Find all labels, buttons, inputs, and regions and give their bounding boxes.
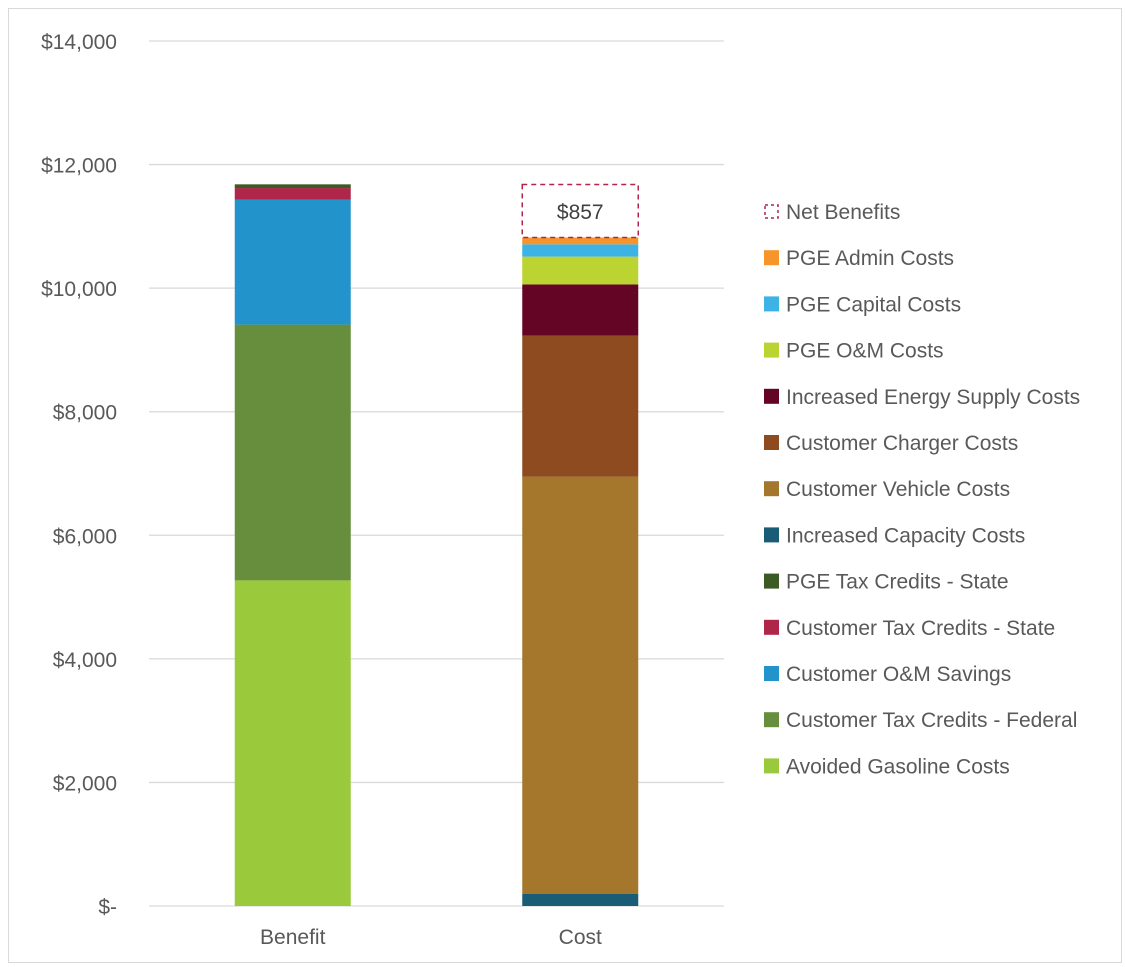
- legend-item-pge-capital-costs: PGE Capital Costs: [764, 293, 961, 316]
- legend-item-increased-energy-supply-costs: Increased Energy Supply Costs: [764, 386, 1080, 409]
- legend-label: PGE Admin Costs: [786, 247, 954, 270]
- legend-swatch: [764, 758, 779, 774]
- legend-swatch: [764, 619, 779, 635]
- legend-swatch: [764, 435, 779, 450]
- legend-swatch: [764, 296, 779, 312]
- legend-label: PGE Tax Credits - State: [786, 571, 1009, 594]
- legend-item-customer-vehicle-costs: Customer Vehicle Costs: [764, 478, 1010, 501]
- y-tick-label: $-: [98, 896, 117, 919]
- chart-frame: $- $2,000 $4,000 $6,000 $8,000 $10,000 $12,000…: [8, 8, 1122, 963]
- bar-segment-cost-net-benefits: [521, 183, 639, 239]
- legend-swatch: [764, 666, 779, 681]
- legend-label: Net Benefits: [786, 201, 900, 224]
- bar-segment-cost-customer-charger-costs: [522, 335, 639, 477]
- net-benefits-value-label: $857: [557, 201, 604, 224]
- bar-segment-cost-increased-capacity-costs: [522, 893, 639, 906]
- bars: [234, 183, 639, 906]
- legend-swatch: [764, 204, 779, 219]
- y-tick-label: $4,000: [53, 649, 117, 672]
- bar-segment-cost-pge-capital-costs: [522, 244, 639, 257]
- legend-swatch: [764, 481, 779, 497]
- legend-label: PGE Capital Costs: [786, 293, 961, 316]
- legend-swatch: [764, 342, 779, 358]
- bar-segment-benefit-customer-tax-credits-federal: [234, 324, 351, 581]
- legend-item-pge-tax-credits-state: PGE Tax Credits - State: [764, 571, 1009, 594]
- legend-item-customer-tax-credits-federal: Customer Tax Credits - Federal: [764, 709, 1077, 732]
- legend-label: Customer Charger Costs: [786, 432, 1018, 455]
- bar-segment-cost-increased-energy-supply-costs: [522, 284, 639, 336]
- legend-item-avoided-gasoline-costs: Avoided Gasoline Costs: [764, 755, 1010, 778]
- stacked-bar-chart: $- $2,000 $4,000 $6,000 $8,000 $10,000 $12,000…: [41, 31, 1080, 949]
- legend-label: Customer Tax Credits - State: [786, 617, 1055, 640]
- y-tick-label: $8,000: [53, 402, 117, 425]
- x-tick-label-benefit: Benefit: [260, 926, 326, 949]
- legend-item-pge-admin-costs: PGE Admin Costs: [764, 247, 954, 270]
- legend-label: Increased Capacity Costs: [786, 524, 1025, 547]
- bar-segment-benefit-customer-tax-credits-state: [234, 188, 351, 200]
- y-tick-label: $14,000: [41, 31, 117, 54]
- legend-swatch: [764, 527, 779, 543]
- annotations: $857: [557, 201, 604, 224]
- x-tick-label-cost: Cost: [559, 926, 602, 949]
- x-axis-ticks: Benefit Cost: [260, 926, 602, 949]
- legend-label: Customer Tax Credits - Federal: [786, 709, 1077, 732]
- bar-segment-cost-customer-vehicle-costs: [522, 476, 639, 894]
- y-tick-label: $2,000: [53, 772, 117, 795]
- legend-swatch: [764, 712, 779, 728]
- legend-item-customer-oandm-savings: Customer O&M Savings: [764, 663, 1011, 686]
- y-axis-ticks: $- $2,000 $4,000 $6,000 $8,000 $10,000 $12,000…: [41, 31, 117, 919]
- legend-label: Avoided Gasoline Costs: [786, 755, 1010, 778]
- legend-swatch: [764, 388, 779, 404]
- bar-segment-cost-pge-admin-costs: [522, 237, 639, 245]
- legend-item-customer-charger-costs: Customer Charger Costs: [764, 432, 1018, 455]
- y-tick-label: $6,000: [53, 525, 117, 548]
- legend-item-customer-tax-credits-state: Customer Tax Credits - State: [764, 617, 1055, 640]
- bar-segment-benefit-pge-tax-credits-state: [234, 184, 351, 189]
- legend: Net Benefits PGE Admin Costs PGE Capital C…: [764, 201, 1080, 778]
- legend-label: Customer Vehicle Costs: [786, 478, 1010, 501]
- legend-item-net-benefits: Net Benefits: [764, 201, 900, 224]
- legend-item-increased-capacity-costs: Increased Capacity Costs: [764, 524, 1025, 547]
- legend-label: Increased Energy Supply Costs: [786, 386, 1080, 409]
- legend-item-pge-oandm-costs: PGE O&M Costs: [764, 340, 944, 363]
- legend-swatch: [764, 250, 779, 266]
- legend-label: Customer O&M Savings: [786, 663, 1011, 686]
- bar-segment-benefit-customer-oandm-savings: [234, 199, 351, 325]
- bar-segment-benefit-avoided-gasoline-costs: [234, 580, 351, 906]
- y-tick-label: $10,000: [41, 278, 117, 301]
- legend-swatch: [764, 573, 779, 589]
- bar-segment-cost-pge-oandm-costs: [522, 256, 639, 285]
- y-tick-label: $12,000: [41, 155, 117, 178]
- legend-label: PGE O&M Costs: [786, 340, 944, 363]
